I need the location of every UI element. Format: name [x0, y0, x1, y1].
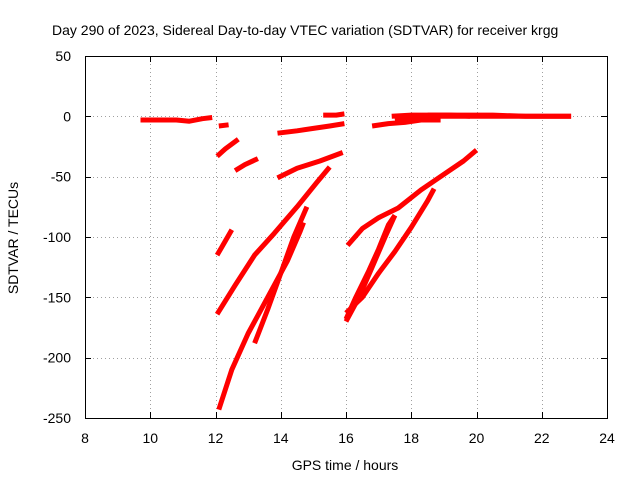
y-tick-label: -150	[43, 289, 71, 305]
series-line-arc-12	[345, 148, 479, 248]
y-tick-label: 0	[63, 108, 71, 124]
y-tick-label: -250	[43, 410, 71, 426]
x-tick-label: 14	[273, 430, 289, 446]
series-line-arc-9	[276, 150, 344, 181]
x-tick-label: 12	[208, 430, 224, 446]
series-line-arc-1	[140, 115, 213, 124]
series-line-arc-10	[277, 121, 345, 136]
grid	[85, 56, 607, 418]
series-line-arc-16	[371, 117, 441, 129]
x-tick-label: 18	[403, 430, 419, 446]
axis-ticks	[85, 56, 608, 419]
x-tick-label: 8	[81, 430, 89, 446]
x-tick-label: 16	[338, 430, 354, 446]
series-line-arc-11	[323, 111, 345, 118]
series-line-arc-2	[218, 122, 229, 129]
y-tick-label: -100	[43, 229, 71, 245]
series-line-arc-3	[215, 137, 240, 159]
series-line-arc-8	[252, 205, 310, 345]
y-axis-label: SDTVAR / TECUs	[5, 182, 21, 294]
y-tick-label: -50	[51, 169, 71, 185]
x-tick-label: 20	[469, 430, 485, 446]
series-group	[140, 111, 572, 411]
series-line-arc-19	[427, 112, 572, 119]
x-axis-label: GPS time / hours	[292, 457, 399, 473]
series-line-arc-14	[344, 187, 437, 315]
x-tick-label: 10	[142, 430, 158, 446]
y-tick-label: 50	[55, 48, 71, 64]
series-line-arc-15	[343, 214, 398, 323]
series-line-arc-7	[216, 221, 306, 411]
x-tick-label: 24	[599, 430, 615, 446]
chart-title: Day 290 of 2023, Sidereal Day-to-day VTE…	[52, 22, 558, 38]
x-tick-label: 22	[534, 430, 550, 446]
series-line-arc-4	[233, 156, 259, 173]
tick-labels: 8 10 12 14 16 18 20 22 24 -250 -200 -150 -100 -50 0 50	[43, 48, 615, 446]
y-tick-label: -200	[43, 350, 71, 366]
series-line-arc-5	[214, 228, 234, 257]
series-line-arc-6	[214, 165, 332, 316]
